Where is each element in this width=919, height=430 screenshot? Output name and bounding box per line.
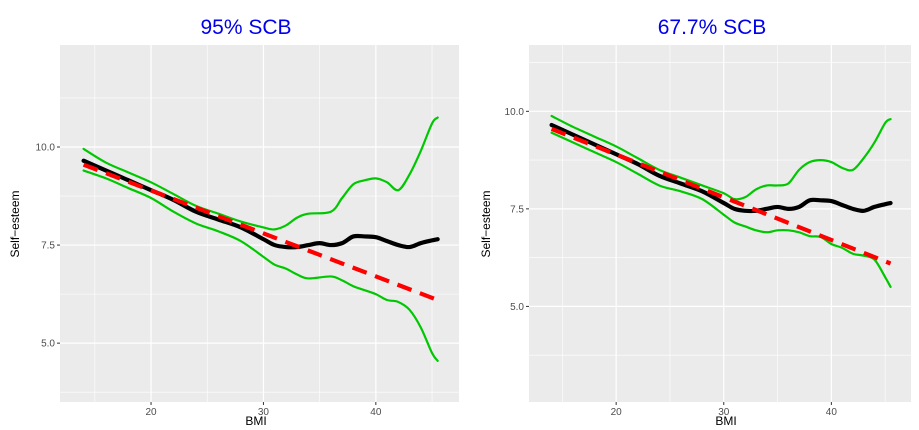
series-group <box>81 116 440 362</box>
y-axis-title: Self−esteem <box>8 190 22 257</box>
series-lower-band-line <box>82 169 439 362</box>
x-tick-label: 20 <box>611 407 623 418</box>
y-tick-label: 7.5 <box>41 241 55 252</box>
x-axis-title: BMI <box>245 414 266 428</box>
panel-title: 95% SCB <box>200 16 291 39</box>
y-tick-label: 10.0 <box>505 107 525 118</box>
series-upper-band-line <box>550 114 892 201</box>
y-tick-labels: 5.0 7.5 10.0 <box>36 143 60 350</box>
series-upper-band-line <box>82 116 439 231</box>
plot-background <box>529 45 911 402</box>
x-tick-label: 40 <box>370 407 382 418</box>
y-tick-labels: 5.0 7.5 10.0 <box>505 107 529 313</box>
x-tick-label: 30 <box>718 407 730 418</box>
series-linear-fit-line <box>82 162 439 302</box>
x-tick-label: 20 <box>145 407 157 418</box>
x-tick-labels: 20 30 40 <box>611 402 838 418</box>
x-axis-title: BMI <box>715 414 736 428</box>
series-lower-band-line <box>550 131 892 288</box>
x-tick-label: 30 <box>258 407 270 418</box>
y-tick-label: 5.0 <box>41 339 55 350</box>
panel-67-7-scb: 67.7% SCB 5.0 7.5 10.0 20 30 40 BMI Self−est… <box>479 16 911 428</box>
y-tick-label: 10.0 <box>36 143 56 154</box>
x-tick-labels: 20 30 40 <box>145 402 382 418</box>
series-linear-fit-line <box>550 126 892 266</box>
series-estimate-line <box>549 122 893 214</box>
panel-title: 67.7% SCB <box>658 16 767 39</box>
y-tick-label: 7.5 <box>510 204 524 215</box>
y-axis-title: Self−esteem <box>479 190 493 257</box>
y-tick-label: 5.0 <box>510 302 524 313</box>
x-tick-label: 40 <box>826 407 838 418</box>
panel-95-scb: 95% SCB 5.0 7.5 10.0 20 30 40 BMI Self−estee… <box>8 16 459 428</box>
grid <box>529 45 911 402</box>
plot-background <box>60 45 459 402</box>
series-group <box>549 114 893 288</box>
